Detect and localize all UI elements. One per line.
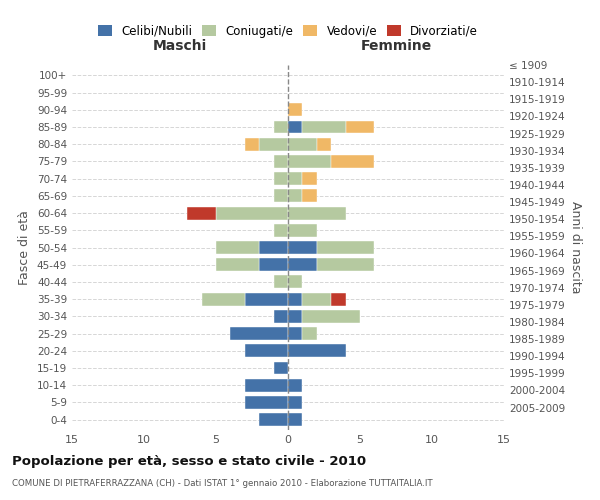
Bar (288, 276, 302, 288)
Bar (288, 190, 302, 202)
Bar (274, 190, 288, 202)
Bar (302, 310, 360, 323)
Bar (274, 362, 288, 374)
Bar (346, 120, 374, 134)
Bar (288, 413, 302, 426)
Bar (274, 172, 288, 185)
Bar (302, 292, 331, 306)
Bar (245, 396, 288, 409)
Bar (259, 138, 288, 150)
Bar (288, 344, 346, 358)
Bar (245, 292, 288, 306)
Bar (216, 241, 259, 254)
Bar (288, 258, 317, 271)
Bar (288, 206, 346, 220)
Bar (288, 224, 317, 236)
Bar (317, 258, 374, 271)
Bar (259, 241, 288, 254)
Bar (288, 138, 317, 150)
Bar (245, 138, 259, 150)
Bar (274, 155, 288, 168)
Bar (288, 104, 302, 116)
Bar (216, 258, 259, 271)
Bar (288, 241, 317, 254)
Bar (187, 206, 216, 220)
Bar (317, 138, 331, 150)
Bar (245, 344, 288, 358)
Bar (288, 396, 302, 409)
Bar (302, 120, 346, 134)
Bar (302, 172, 317, 185)
Bar (302, 327, 317, 340)
Bar (202, 292, 245, 306)
Bar (288, 379, 302, 392)
Bar (288, 292, 302, 306)
Bar (288, 120, 302, 134)
Bar (274, 120, 288, 134)
Bar (302, 190, 317, 202)
Text: Popolazione per età, sesso e stato civile - 2010: Popolazione per età, sesso e stato civil… (12, 455, 366, 468)
Legend: Celibi/Nubili, Coniugati/e, Vedovi/e, Divorziati/e: Celibi/Nubili, Coniugati/e, Vedovi/e, Di… (93, 20, 483, 42)
Bar (331, 292, 346, 306)
Text: Maschi: Maschi (153, 39, 207, 53)
Bar (288, 327, 302, 340)
Bar (288, 172, 302, 185)
Bar (245, 379, 288, 392)
Y-axis label: Fasce di età: Fasce di età (19, 210, 31, 285)
Bar (274, 276, 288, 288)
Bar (274, 310, 288, 323)
Bar (317, 241, 374, 254)
Bar (259, 413, 288, 426)
Bar (331, 155, 374, 168)
Y-axis label: Anni di nascita: Anni di nascita (569, 201, 582, 294)
Bar (288, 310, 302, 323)
Bar (216, 206, 288, 220)
Bar (274, 224, 288, 236)
Bar (230, 327, 288, 340)
Text: Femmine: Femmine (361, 39, 431, 53)
Text: COMUNE DI PIETRAFERRAZZANA (CH) - Dati ISTAT 1° gennaio 2010 - Elaborazione TUTT: COMUNE DI PIETRAFERRAZZANA (CH) - Dati I… (12, 479, 433, 488)
Bar (259, 258, 288, 271)
Bar (288, 155, 331, 168)
